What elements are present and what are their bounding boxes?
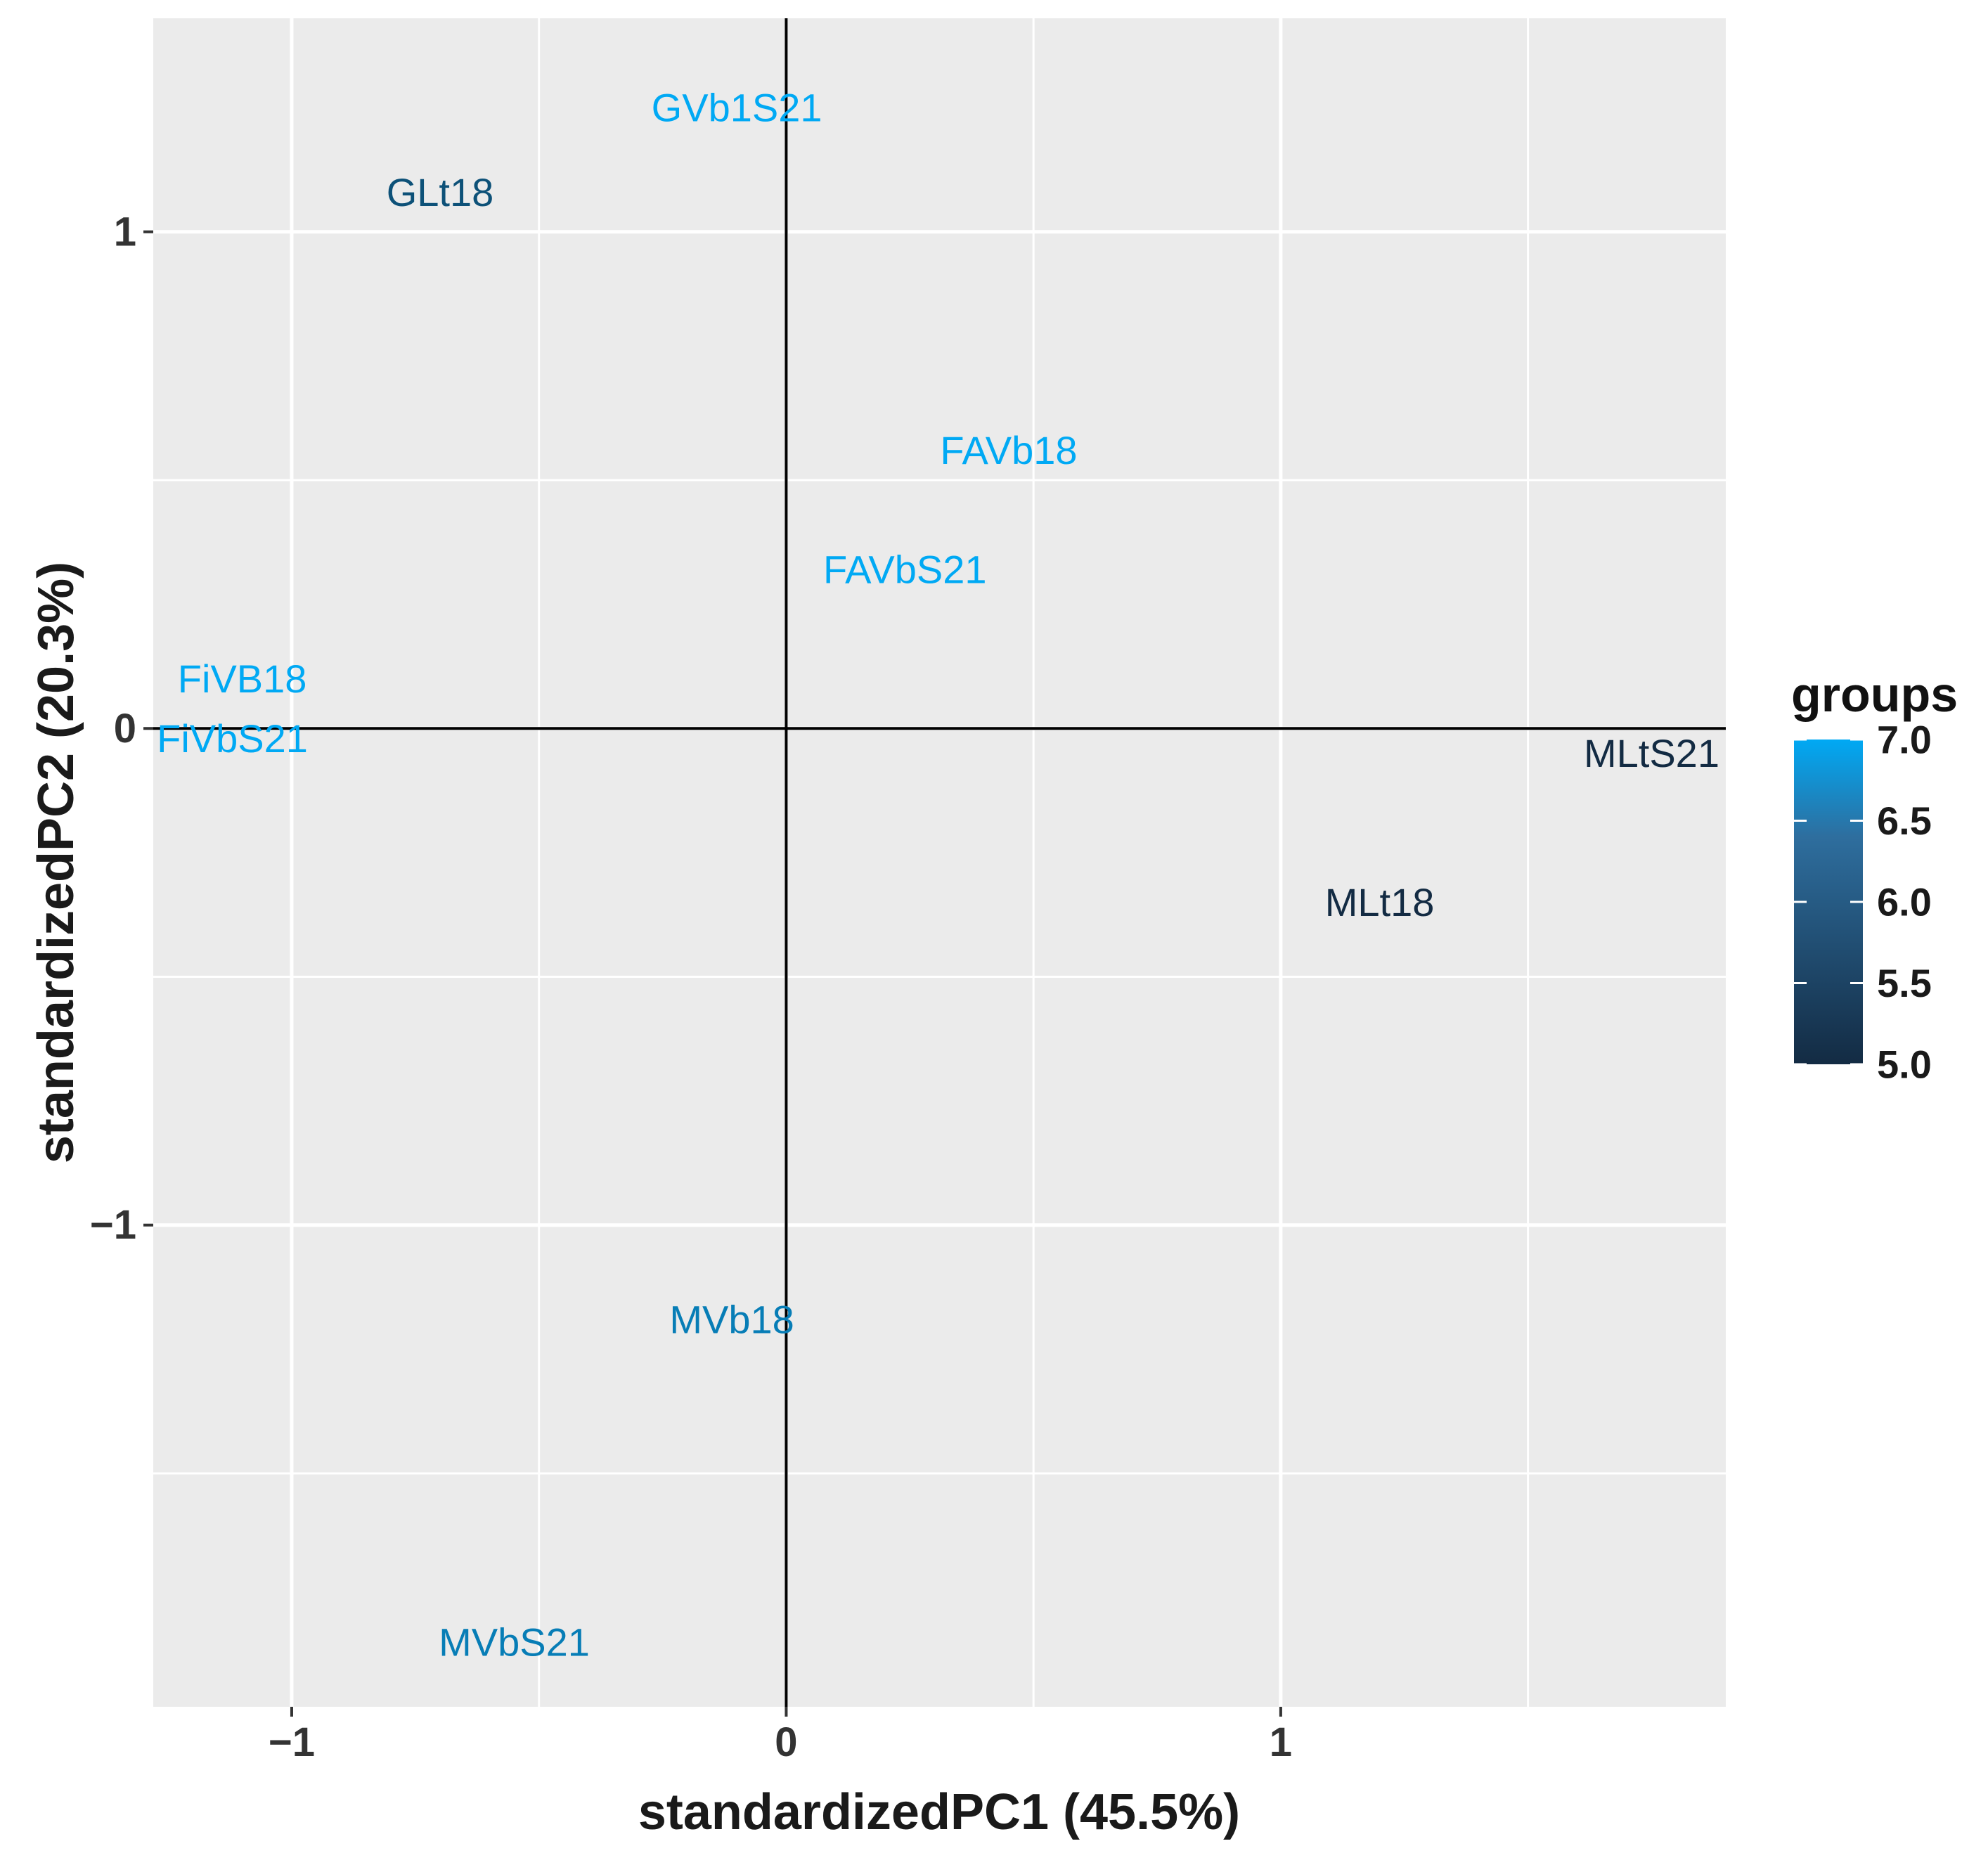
point-label: FAVbS21 <box>823 548 986 592</box>
reference-lines <box>153 18 1726 1707</box>
legend-label: 5.5 <box>1877 961 1932 1005</box>
x-tick-label: −1 <box>269 1719 315 1765</box>
point-label: FiVB18 <box>178 657 307 701</box>
legend-ticks: 7.0 6.5 6.0 5.5 5.0 <box>1794 718 1932 1087</box>
point-labels: GVb1S21 GLt18 FAVb18 FAVbS21 FiVB18 FiVbS21 ML… <box>157 86 1719 1665</box>
x-tick-label: 0 <box>775 1719 797 1765</box>
legend-title: groups <box>1791 667 1958 722</box>
y-tick-label: 0 <box>114 706 136 751</box>
legend-label: 6.5 <box>1877 799 1932 843</box>
y-tick-label: −1 <box>90 1202 136 1248</box>
legend: groups 7.0 6.5 6.0 5.5 5.0 <box>1791 667 1958 1087</box>
legend-label: 7.0 <box>1877 718 1932 762</box>
x-axis-title: standardizedPC1 (45.5%) <box>638 1784 1240 1840</box>
legend-label: 5.0 <box>1877 1042 1932 1087</box>
point-label: GLt18 <box>387 170 494 214</box>
x-tick-label: 1 <box>1270 1719 1292 1765</box>
point-label: FiVbS21 <box>157 716 308 761</box>
y-axis-title: standardizedPC2 (20.3%) <box>28 562 84 1163</box>
point-label: MLtS21 <box>1584 731 1719 775</box>
point-label: GVb1S21 <box>652 86 822 130</box>
point-label: MLt18 <box>1325 880 1435 924</box>
x-axis-ticks: −1 0 1 <box>269 1707 1292 1765</box>
minor-gridlines <box>153 18 1726 1707</box>
y-tick-label: 1 <box>114 209 136 254</box>
y-axis-ticks: −1 0 1 <box>90 209 153 1248</box>
legend-label: 6.0 <box>1877 880 1932 924</box>
point-label: MVb18 <box>669 1297 794 1341</box>
point-label: FAVb18 <box>940 428 1077 472</box>
point-label: MVbS21 <box>439 1620 590 1665</box>
plot-panel <box>153 18 1726 1707</box>
